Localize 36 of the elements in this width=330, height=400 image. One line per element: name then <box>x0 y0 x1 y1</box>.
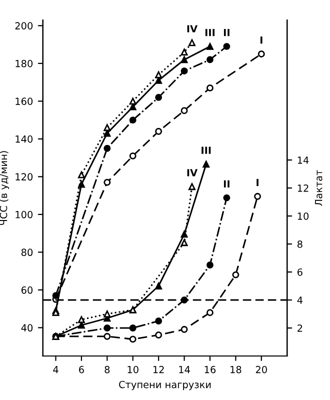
x-tick-label: 12 <box>153 366 164 374</box>
x-tick-label: 16 <box>204 366 216 374</box>
series-label: IV <box>187 169 198 176</box>
y-tick-label: 40 <box>21 324 33 332</box>
y-axis-title: ЧСС (в уд/мин) <box>0 151 10 225</box>
x-tick-label: 14 <box>179 366 190 374</box>
x-axis-title: Ступени нагрузки <box>119 380 211 390</box>
y-tick-label: 200 <box>15 22 33 30</box>
x-tick-label: 6 <box>79 366 84 374</box>
y2-tick-label: 10 <box>298 212 309 220</box>
y-tick-label: 60 <box>21 286 33 294</box>
y-tick-label: 100 <box>16 210 33 218</box>
y-tick-label: 140 <box>16 135 33 143</box>
series-label: III <box>202 146 211 154</box>
x-tick-label: 8 <box>104 366 110 374</box>
y2-tick-label: 4 <box>297 296 302 304</box>
y2-tick-label: 6 <box>298 268 302 276</box>
series-label: III <box>205 28 215 36</box>
y-tick-label: 160 <box>16 98 33 105</box>
x-tick-label: 4 <box>53 366 58 374</box>
series-label: II <box>224 180 230 188</box>
x-tick-label: 10 <box>128 366 138 374</box>
series-label: I <box>256 178 258 186</box>
y-tick-label: 180 <box>16 60 33 68</box>
series-label: II <box>224 28 230 36</box>
y-tick-label: 120 <box>16 173 33 181</box>
series-label: I <box>260 36 262 44</box>
x-tick-label: 18 <box>230 366 242 374</box>
x-tick-label: 20 <box>256 366 267 374</box>
y2-tick-label: 2 <box>298 324 302 332</box>
y2-axis-title: Лактат <box>315 170 322 206</box>
y-tick-label: 80 <box>21 248 33 256</box>
y2-tick-label: 12 <box>298 184 308 192</box>
y2-tick-label: 8 <box>297 240 302 248</box>
series-label: IV <box>187 25 198 32</box>
y2-tick-label: 14 <box>298 156 309 164</box>
